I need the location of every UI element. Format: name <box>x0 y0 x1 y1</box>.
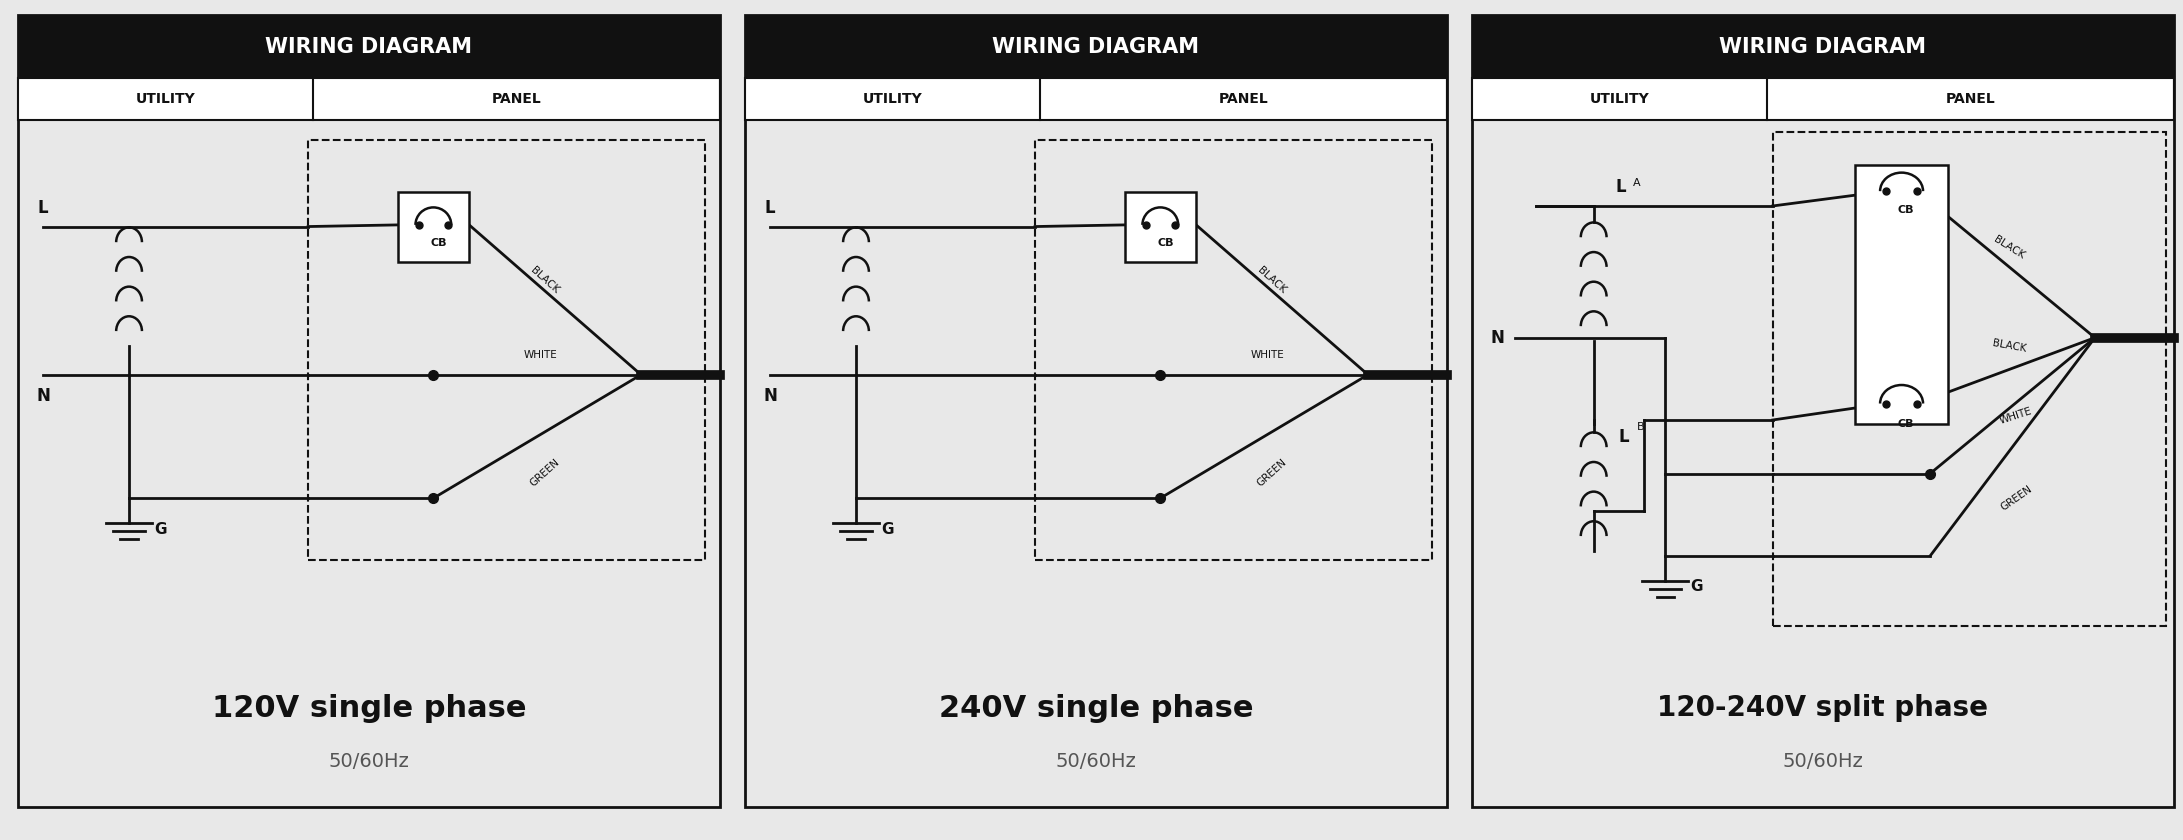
Bar <box>17 15 720 78</box>
Text: PANEL: PANEL <box>1945 92 1995 106</box>
Text: CB: CB <box>1157 238 1174 248</box>
Bar <box>17 78 720 119</box>
Text: UTILITY: UTILITY <box>1589 92 1648 106</box>
Bar <box>397 192 469 261</box>
Text: N: N <box>37 387 50 405</box>
Text: WHITE: WHITE <box>1251 350 1284 360</box>
Text: PANEL: PANEL <box>491 92 541 106</box>
Bar <box>1773 132 2166 626</box>
Text: CB: CB <box>1897 205 1914 215</box>
Bar <box>1035 140 1432 560</box>
Bar <box>1856 165 1947 424</box>
Text: G: G <box>882 522 893 537</box>
Text: 50/60Hz: 50/60Hz <box>1054 752 1137 771</box>
Text: L: L <box>764 199 775 217</box>
Bar <box>1124 192 1196 261</box>
Text: N: N <box>1491 328 1504 347</box>
Text: WIRING DIAGRAM: WIRING DIAGRAM <box>1720 37 1925 56</box>
Text: G: G <box>155 522 166 537</box>
Text: L: L <box>1615 178 1626 196</box>
Bar <box>744 15 1447 78</box>
Bar <box>744 78 1447 119</box>
Text: GREEN: GREEN <box>528 457 561 489</box>
Text: UTILITY: UTILITY <box>135 92 194 106</box>
Text: UTILITY: UTILITY <box>862 92 921 106</box>
Bar <box>1471 78 2174 119</box>
Text: G: G <box>1690 579 1703 594</box>
Text: 120V single phase: 120V single phase <box>212 694 526 722</box>
Text: WHITE: WHITE <box>524 350 557 360</box>
Text: CB: CB <box>1897 419 1914 429</box>
Text: B: B <box>1637 422 1644 432</box>
Text: L: L <box>1620 428 1629 446</box>
Text: L: L <box>37 199 48 217</box>
Text: 120-240V split phase: 120-240V split phase <box>1657 694 1989 722</box>
Bar <box>308 140 705 560</box>
Text: GREEN: GREEN <box>1255 457 1288 489</box>
Text: BLACK: BLACK <box>528 265 561 295</box>
Text: WHITE: WHITE <box>2000 406 2035 426</box>
Text: WIRING DIAGRAM: WIRING DIAGRAM <box>993 37 1198 56</box>
Text: N: N <box>764 387 777 405</box>
Text: PANEL: PANEL <box>1218 92 1268 106</box>
Text: BLACK: BLACK <box>1255 265 1288 295</box>
Text: A: A <box>1633 178 1642 188</box>
Text: 50/60Hz: 50/60Hz <box>1781 752 1864 771</box>
Text: BLACK: BLACK <box>1991 234 2026 260</box>
Bar <box>1471 15 2174 78</box>
Text: 50/60Hz: 50/60Hz <box>327 752 410 771</box>
Text: 240V single phase: 240V single phase <box>939 694 1253 722</box>
Text: GREEN: GREEN <box>1997 484 2035 512</box>
Text: BLACK: BLACK <box>1991 338 2026 354</box>
Text: WIRING DIAGRAM: WIRING DIAGRAM <box>266 37 472 56</box>
Text: CB: CB <box>430 238 448 248</box>
